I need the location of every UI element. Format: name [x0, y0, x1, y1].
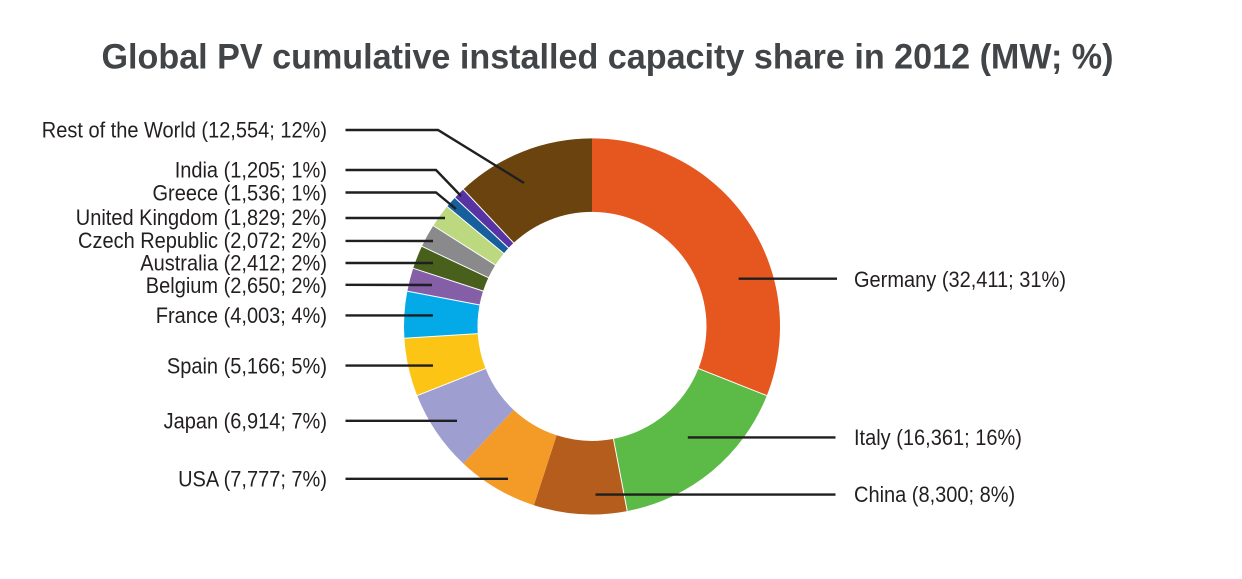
svg-text:France (4,003; 4%): France (4,003; 4%) [156, 303, 327, 328]
svg-text:Belgium (2,650; 2%): Belgium (2,650; 2%) [146, 273, 327, 298]
svg-text:USA (7,777; 7%): USA (7,777; 7%) [178, 467, 327, 492]
svg-text:Germany (32,411; 31%): Germany (32,411; 31%) [854, 267, 1066, 292]
svg-text:India (1,205; 1%): India (1,205; 1%) [175, 157, 327, 182]
svg-text:Rest of the World (12,554; 12%: Rest of the World (12,554; 12%) [42, 118, 327, 143]
svg-text:Italy (16,361; 16%): Italy (16,361; 16%) [854, 425, 1022, 450]
svg-text:Japan (6,914; 7%): Japan (6,914; 7%) [164, 409, 327, 434]
svg-text:United Kingdom (1,829; 2%): United Kingdom (1,829; 2%) [76, 205, 327, 230]
svg-text:Greece (1,536; 1%): Greece (1,536; 1%) [153, 181, 328, 206]
svg-text:Australia (2,412; 2%): Australia (2,412; 2%) [140, 251, 327, 276]
svg-text:China (8,300; 8%): China (8,300; 8%) [854, 482, 1015, 507]
svg-text:Global PV cumulative installed: Global PV cumulative installed capacity … [102, 38, 1114, 77]
svg-text:Spain (5,166; 5%): Spain (5,166; 5%) [167, 354, 327, 379]
svg-text:Czech Republic (2,072; 2%): Czech Republic (2,072; 2%) [78, 228, 327, 253]
